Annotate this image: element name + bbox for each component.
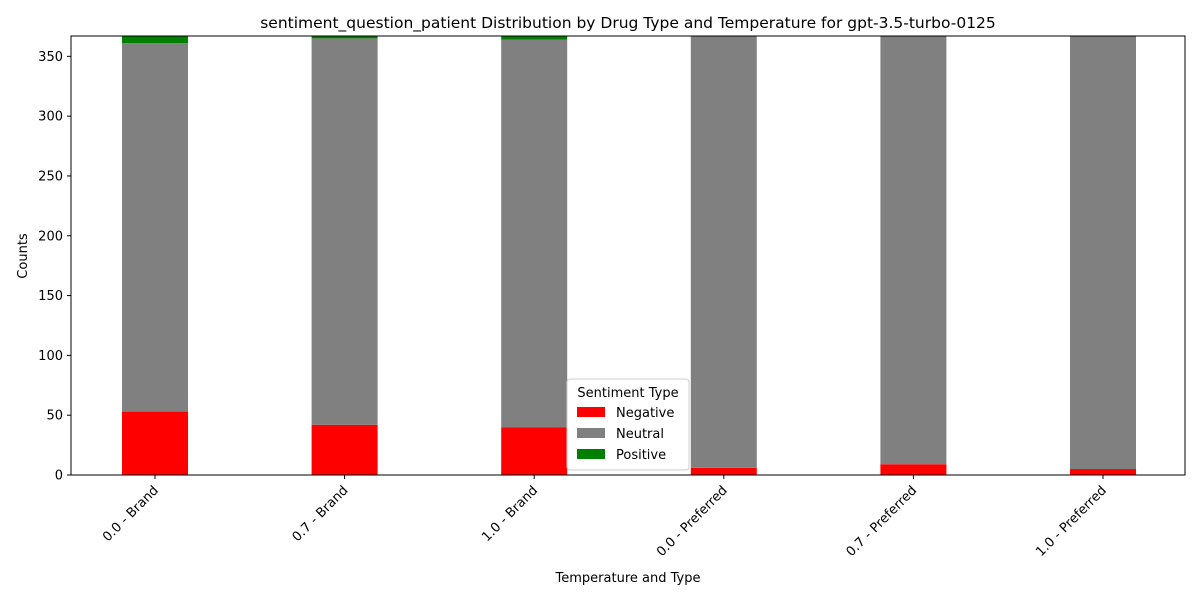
x-tick-label: 1.0 - Brand (479, 483, 541, 545)
x-axis: 0.0 - Brand 0.7 - Brand 1.0 - Brand 0.0 - P… (100, 475, 1110, 560)
legend-swatch-positive (577, 449, 605, 459)
x-tick-label: 0.7 - Preferred (844, 483, 921, 560)
bar-positive-1 (311, 36, 378, 39)
y-tick-label: 50 (46, 409, 63, 424)
bar-negative-5 (1070, 469, 1136, 475)
bar-positive-2 (501, 36, 568, 40)
bar-neutral-3 (690, 36, 757, 468)
bar-neutral-0 (122, 43, 188, 412)
y-axis: 0 50 100 150 200 250 300 350 (38, 50, 71, 484)
legend: Sentiment Type Negative Neutral Positive (566, 378, 690, 471)
legend-title: Sentiment Type (577, 386, 678, 401)
legend-box (566, 378, 690, 471)
bar-neutral-1 (311, 38, 378, 425)
legend-swatch-negative (577, 407, 605, 417)
bar-neutral-5 (1070, 36, 1136, 470)
y-tick-label: 300 (38, 110, 63, 125)
chart-title: sentiment_question_patient Distribution … (260, 14, 996, 33)
x-tick-label: 0.0 - Preferred (654, 483, 731, 560)
x-axis-title: Temperature and Type (555, 571, 701, 586)
bar-negative-3 (690, 467, 757, 475)
y-tick-label: 250 (38, 169, 63, 184)
x-tick-label: 0.0 - Brand (100, 483, 162, 545)
y-tick-label: 100 (38, 349, 63, 364)
y-axis-title: Counts (16, 233, 31, 279)
legend-label-positive: Positive (616, 448, 666, 463)
bar-negative-4 (880, 464, 947, 475)
y-tick-label: 150 (38, 289, 63, 304)
bars-layer (122, 36, 1136, 475)
y-tick-label: 0 (55, 469, 63, 484)
bar-negative-0 (122, 411, 188, 475)
legend-swatch-neutral (577, 428, 605, 438)
legend-label-negative: Negative (616, 406, 674, 421)
bar-neutral-2 (501, 39, 568, 428)
plot-frame (70, 35, 1186, 476)
y-tick-label: 350 (38, 50, 63, 65)
legend-items: Negative Neutral Positive (577, 406, 674, 463)
bar-positive-0 (122, 36, 188, 44)
x-tick-label: 0.7 - Brand (290, 483, 352, 545)
x-tick-label: 1.0 - Preferred (1033, 483, 1110, 560)
bar-neutral-4 (880, 36, 947, 465)
bar-negative-2 (501, 427, 568, 475)
bar-negative-1 (311, 424, 378, 475)
legend-label-neutral: Neutral (616, 427, 664, 442)
y-tick-label: 200 (38, 229, 63, 244)
